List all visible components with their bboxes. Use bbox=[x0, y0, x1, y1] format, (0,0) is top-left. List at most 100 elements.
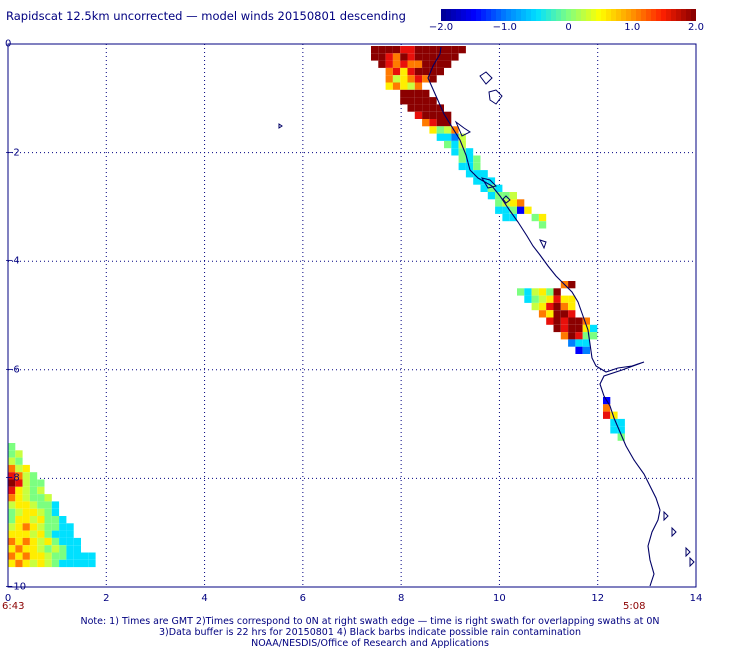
wind-cell bbox=[582, 317, 590, 325]
colorbar-segment bbox=[666, 9, 672, 21]
island-outline bbox=[685, 546, 691, 558]
wind-cell bbox=[392, 46, 401, 54]
wind-cell bbox=[37, 494, 45, 502]
wind-cell bbox=[458, 155, 466, 163]
note-line-1: Note: 1) Times are GMT 2)Times correspon… bbox=[80, 616, 660, 627]
wind-cell bbox=[495, 206, 503, 214]
wind-cell bbox=[436, 119, 444, 127]
colorbar-segment bbox=[526, 9, 532, 21]
wind-cell bbox=[15, 479, 23, 487]
wind-cell bbox=[575, 324, 583, 333]
wind-cell bbox=[407, 53, 415, 61]
wind-cell bbox=[8, 545, 16, 553]
wind-cell bbox=[81, 559, 89, 568]
wind-cell bbox=[37, 508, 45, 516]
colorbar bbox=[441, 9, 696, 21]
wind-cell bbox=[553, 295, 561, 303]
wind-cell bbox=[560, 310, 569, 318]
wind-cell bbox=[29, 523, 38, 531]
wind-cell bbox=[590, 324, 598, 333]
wind-cell bbox=[422, 119, 430, 127]
colorbar-segment bbox=[446, 9, 452, 21]
wind-cell bbox=[385, 67, 393, 76]
wind-cell bbox=[509, 192, 517, 200]
island-outline bbox=[671, 526, 677, 538]
wind-cell bbox=[502, 206, 510, 214]
colorbar-segment bbox=[571, 9, 577, 21]
wind-cell bbox=[568, 295, 576, 303]
wind-cell bbox=[400, 89, 408, 98]
colorbar-segment bbox=[541, 9, 547, 21]
wind-cell bbox=[51, 516, 60, 524]
wind-cell bbox=[422, 75, 430, 83]
wind-cell bbox=[560, 332, 569, 340]
wind-cell bbox=[15, 545, 23, 553]
island-outline bbox=[663, 510, 669, 522]
wind-cell bbox=[590, 332, 598, 340]
colorbar-segment bbox=[591, 9, 597, 21]
wind-cell bbox=[15, 501, 23, 509]
colorbar-segment bbox=[496, 9, 502, 21]
coastline bbox=[278, 46, 695, 587]
wind-cell bbox=[392, 67, 401, 76]
wind-cell bbox=[15, 494, 23, 502]
wind-cell bbox=[400, 53, 408, 61]
wind-cell bbox=[509, 206, 517, 214]
wind-cell bbox=[66, 537, 74, 546]
colorbar-segment bbox=[616, 9, 622, 21]
wind-cell bbox=[436, 53, 444, 61]
wind-cell bbox=[44, 530, 52, 538]
wind-cell bbox=[51, 508, 60, 516]
wind-cell bbox=[407, 67, 415, 76]
colorbar-segment bbox=[491, 9, 497, 21]
y-tick-label: −6 bbox=[5, 364, 20, 376]
wind-cell bbox=[465, 148, 474, 156]
wind-cell bbox=[582, 339, 590, 347]
colorbar-segment bbox=[631, 9, 637, 21]
wind-cell bbox=[385, 46, 393, 54]
wind-cell bbox=[29, 501, 38, 509]
wind-cell bbox=[414, 60, 423, 68]
wind-cells bbox=[8, 46, 625, 568]
wind-cell bbox=[429, 67, 437, 76]
wind-cell bbox=[400, 82, 408, 90]
wind-cell bbox=[29, 559, 38, 568]
wind-cell bbox=[538, 213, 547, 222]
wind-cell bbox=[22, 494, 30, 502]
x-tick-label: 2 bbox=[103, 593, 110, 604]
colorbar-segment bbox=[481, 9, 487, 21]
island-outline bbox=[488, 89, 503, 105]
colorbar-segment bbox=[516, 9, 522, 21]
colorbar-segment bbox=[601, 9, 607, 21]
wind-cell bbox=[29, 486, 38, 495]
wind-cell bbox=[15, 457, 23, 465]
wind-cell bbox=[51, 523, 60, 531]
wind-cell bbox=[37, 516, 45, 524]
wind-cell bbox=[371, 53, 379, 61]
wind-cell bbox=[88, 559, 96, 568]
wind-cell bbox=[553, 310, 561, 318]
wind-cell bbox=[51, 501, 60, 509]
wind-cell bbox=[8, 559, 16, 568]
colorbar-segment bbox=[676, 9, 682, 21]
wind-cell bbox=[37, 501, 45, 509]
island-outline bbox=[278, 123, 283, 129]
wind-cell bbox=[22, 559, 30, 568]
x-tick-label: 0 bbox=[4, 593, 12, 604]
colorbar-segment bbox=[476, 9, 482, 21]
wind-cell bbox=[88, 552, 96, 560]
wind-cell bbox=[429, 60, 437, 68]
wind-cell bbox=[400, 60, 408, 68]
wind-cell bbox=[22, 472, 30, 480]
wind-cell bbox=[59, 545, 67, 553]
wind-cell bbox=[15, 537, 23, 546]
wind-cell bbox=[568, 317, 576, 325]
wind-cell bbox=[524, 206, 532, 214]
colorbar-segment bbox=[506, 9, 512, 21]
x-tick-label: 10 bbox=[493, 593, 506, 604]
wind-cell bbox=[51, 545, 60, 553]
wind-cell bbox=[451, 53, 459, 61]
wind-cell bbox=[378, 53, 386, 61]
colorbar-segment bbox=[691, 9, 696, 21]
colorbar-segment bbox=[651, 9, 657, 21]
